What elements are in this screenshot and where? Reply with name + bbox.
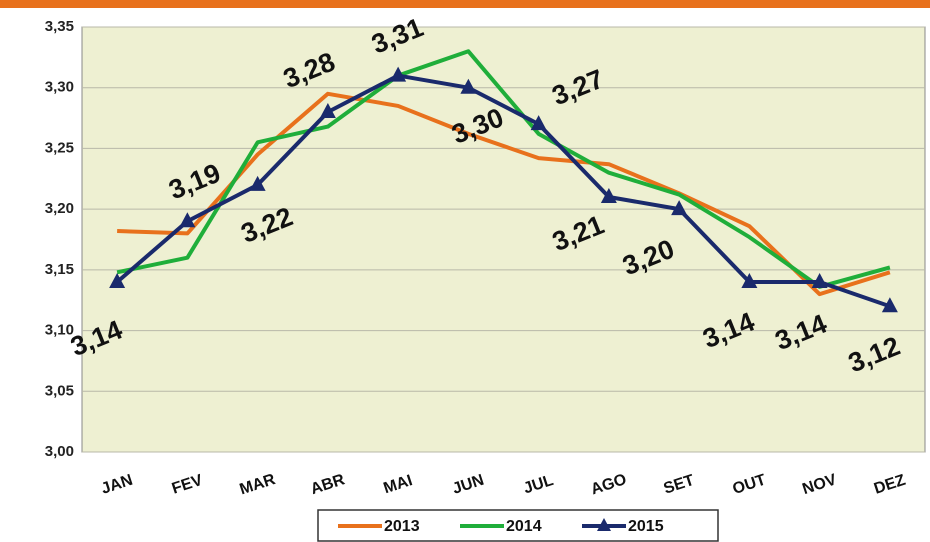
x-tick-label: JUN [450, 472, 486, 498]
plot-area [81, 26, 926, 453]
legend-label: 2015 [628, 518, 664, 535]
x-tick-label: OUT [731, 471, 769, 498]
y-tick-label: 3,10 [45, 322, 74, 339]
marker [249, 175, 266, 191]
x-tick-label: ABR [309, 471, 348, 498]
x-tick-label: AGO [589, 471, 629, 498]
marker [671, 200, 688, 216]
marker [811, 273, 828, 288]
x-tick-label: SET [662, 472, 697, 498]
series-line [117, 91, 891, 297]
y-tick-label: 3,20 [45, 200, 74, 217]
x-tick-label: JAN [99, 472, 135, 498]
y-tick-label: 3,30 [45, 79, 74, 96]
legend-marker [597, 518, 611, 531]
marker [390, 66, 407, 82]
x-tick-label: NOV [800, 471, 839, 498]
series-line [116, 49, 891, 289]
marker [600, 188, 617, 203]
y-tick-label: 3,00 [45, 443, 74, 460]
marker [109, 273, 126, 288]
legend-label: 2013 [384, 518, 420, 535]
x-tick-label: JUL [522, 472, 556, 498]
x-tick-label: MAR [238, 471, 278, 499]
legend-box [317, 509, 719, 542]
marker [179, 212, 196, 228]
y-tick-label: 3,35 [45, 18, 74, 35]
marker [881, 297, 898, 313]
x-tick-label: DEZ [872, 472, 908, 498]
top-bar [0, 0, 930, 8]
legend-label: 2014 [506, 518, 542, 535]
x-tick-label: MAI [381, 472, 414, 497]
marker [741, 273, 758, 288]
y-tick-label: 3,05 [45, 382, 74, 399]
marker [319, 103, 336, 118]
y-tick-label: 3,15 [45, 261, 74, 278]
series-line [115, 73, 891, 309]
marker [530, 115, 547, 131]
y-tick-label: 3,25 [45, 139, 74, 156]
x-tick-label: FEV [170, 472, 205, 498]
marker [460, 78, 477, 94]
